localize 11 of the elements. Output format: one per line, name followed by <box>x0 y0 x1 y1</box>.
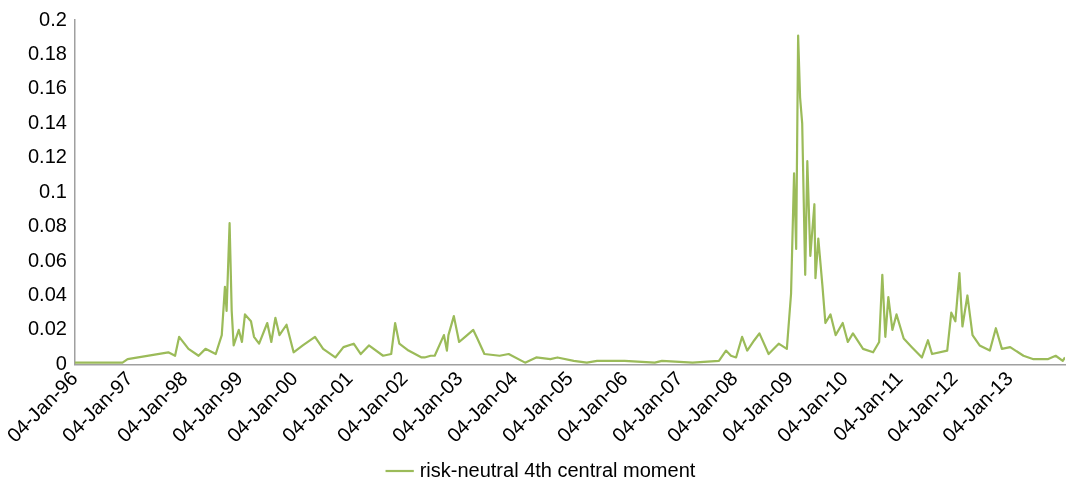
y-tick-label: 0.16 <box>27 76 67 99</box>
y-tick-label: 0.18 <box>27 41 67 64</box>
y-tick-label: 0.08 <box>27 214 67 237</box>
y-tick-label: 0.12 <box>27 145 67 168</box>
y-tick-label: 0.02 <box>27 317 67 340</box>
y-tick-label: 0.2 <box>39 7 67 30</box>
legend-label: risk-neutral 4th central moment <box>419 458 696 481</box>
y-tick-label: 0.04 <box>27 282 67 305</box>
y-tick-label: 0.06 <box>27 248 67 271</box>
y-tick-label: 0.1 <box>39 179 67 202</box>
y-tick-label: 0.14 <box>27 110 67 133</box>
